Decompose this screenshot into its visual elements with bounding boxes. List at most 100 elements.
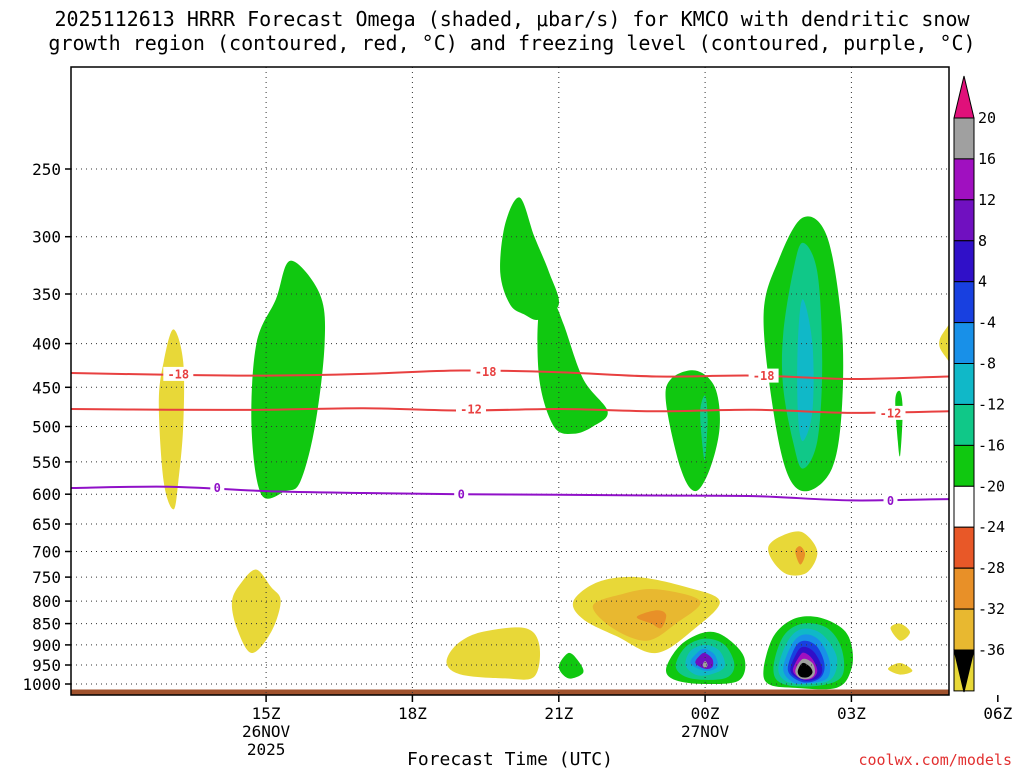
- colorbar-tick-11: -28: [978, 559, 1005, 577]
- colorbar-tick-12: -32: [978, 600, 1005, 618]
- x-tick-label-03Z: 03Z: [837, 704, 866, 723]
- x-tick-label-00Z: 00Z: [691, 704, 720, 723]
- contour-label-bg--18-2: [748, 368, 779, 383]
- contour-label-bg--12-0: [456, 402, 486, 416]
- colorbar-tick-7: -12: [978, 396, 1005, 414]
- colorbar-segment-7: [953, 404, 975, 446]
- y-tick-label-550: 550: [32, 453, 61, 472]
- colorbar: 20 16 12 8 4 -4 -8 -12 -16 -20 -24 -28 -32 -36: [953, 75, 1005, 693]
- contour-label--12-0: -12: [460, 403, 482, 417]
- colorbar-tick-2: 12: [978, 191, 996, 209]
- contour-label-bg--18-1: [470, 364, 501, 379]
- y-tick-label-450: 450: [32, 378, 61, 397]
- contour-label--12-1: -12: [880, 406, 902, 420]
- colorbar-tick-5: -4: [978, 314, 996, 332]
- x-tick-date-15Z: 26NOV: [242, 722, 291, 741]
- contour-label-bg--12-1: [875, 405, 906, 420]
- colorbar-segment-1: [953, 158, 975, 201]
- colorbar-tick-3: 8: [978, 232, 987, 250]
- colorbar-segment-9: [953, 485, 975, 528]
- colorbar-tick-9: -20: [978, 477, 1005, 495]
- colorbar-tick-6: -8: [978, 355, 996, 373]
- contour-label-bg--18-0: [163, 366, 194, 381]
- y-tick-label-850: 850: [32, 615, 61, 634]
- y-tick-label-950: 950: [32, 656, 61, 675]
- contour-label-0-1: 0: [458, 488, 465, 502]
- contour--12: [71, 407, 949, 414]
- omega-region-ascent-24: [797, 662, 813, 678]
- gridlines: [71, 67, 949, 695]
- omega-region-descent-33: [795, 546, 806, 565]
- omega-region-ascent-0: [251, 260, 326, 499]
- contour-label-bg-0-0: [210, 480, 225, 495]
- omega-region-descent-27: [231, 569, 281, 654]
- colorbar-tick-4: 4: [978, 273, 987, 291]
- terrain-surface: [71, 689, 949, 695]
- y-tick-label-1000: 1000: [22, 675, 61, 694]
- colorbar-segment-11: [953, 567, 975, 610]
- y-tick-label-700: 700: [32, 543, 61, 562]
- chart-title-line2: growth region (contoured, red, °C) and f…: [48, 31, 975, 55]
- y-axis: 250 300 350 400 450 500 550 600 650 700 750 800 850 9…: [22, 160, 71, 694]
- colorbar-segment-8: [953, 444, 975, 487]
- colorbar-tick-10: -24: [978, 518, 1005, 536]
- x-tick-date-00Z: 27NOV: [681, 722, 730, 741]
- omega-region-ascent-2: [537, 301, 608, 434]
- colorbar-tick-0: 20: [978, 109, 996, 127]
- x-tick-label-06Z: 06Z: [983, 704, 1012, 723]
- omega-region-ascent-15: [702, 661, 708, 669]
- y-tick-label-900: 900: [32, 636, 61, 655]
- credit-text: coolwx.com/models: [858, 751, 1012, 768]
- colorbar-bottom-arrow: [953, 649, 975, 693]
- contour-label-0-0: 0: [214, 481, 221, 495]
- y-tick-label-500: 500: [32, 418, 61, 437]
- omega-region-ascent-1: [500, 197, 560, 320]
- omega-region-ascent-3: [665, 370, 720, 492]
- x-tick-label-21Z: 21Z: [544, 704, 573, 723]
- y-tick-label-800: 800: [32, 592, 61, 611]
- x-tick-year-15Z: 2025: [247, 740, 286, 759]
- y-tick-label-300: 300: [32, 228, 61, 247]
- x-axis-label: Forecast Time (UTC): [407, 749, 613, 768]
- colorbar-segment-2: [953, 199, 975, 242]
- x-tick-label-18Z: 18Z: [398, 704, 427, 723]
- omega-region-descent-35: [890, 623, 910, 641]
- y-tick-label-650: 650: [32, 515, 61, 534]
- contour-label--18-0: -18: [167, 367, 189, 381]
- contour-label-bg-0-1: [454, 487, 469, 502]
- colorbar-segment-0: [953, 117, 975, 160]
- omega-region-descent-36: [888, 662, 913, 675]
- contour-lines: -18 -18 -18 -12 -12 0 0 0: [71, 364, 949, 508]
- omega-region-ascent-14: [695, 652, 714, 670]
- contour-label--18-2: -18: [753, 369, 775, 383]
- colorbar-segment-3: [953, 240, 975, 283]
- omega-regions: [158, 197, 949, 690]
- y-tick-label-600: 600: [32, 485, 61, 504]
- colorbar-tick-8: -16: [978, 436, 1005, 454]
- omega-region-descent-31: [636, 610, 667, 629]
- contour-label--18-1: -18: [475, 365, 497, 379]
- contour-label-bg-0-2: [883, 493, 898, 508]
- colorbar-segment-12: [953, 608, 975, 651]
- omega-region-descent-26: [158, 329, 185, 510]
- y-tick-label-250: 250: [32, 160, 61, 179]
- omega-region-ascent-6: [797, 299, 814, 442]
- colorbar-segment-10: [953, 526, 975, 569]
- contour-label-0-2: 0: [887, 494, 894, 508]
- colorbar-segment-5: [953, 322, 975, 365]
- colorbar-top-arrow: [953, 75, 975, 119]
- y-tick-label-750: 750: [32, 568, 61, 587]
- omega-region-descent-34: [939, 324, 949, 362]
- plot-frame: [70, 66, 950, 696]
- contour-0: [71, 485, 949, 502]
- plot-area: -18 -18 -18 -12 -12 0 0 0: [71, 67, 949, 695]
- y-tick-label-350: 350: [32, 285, 61, 304]
- omega-region-ascent-8: [895, 390, 903, 457]
- x-tick-label-15Z: 15Z: [252, 704, 281, 723]
- omega-region-descent-28: [446, 627, 541, 680]
- terrain-layer: [71, 689, 949, 695]
- contour--18: [71, 369, 949, 381]
- y-tick-label-400: 400: [32, 335, 61, 354]
- omega-region-ascent-9: [558, 652, 584, 679]
